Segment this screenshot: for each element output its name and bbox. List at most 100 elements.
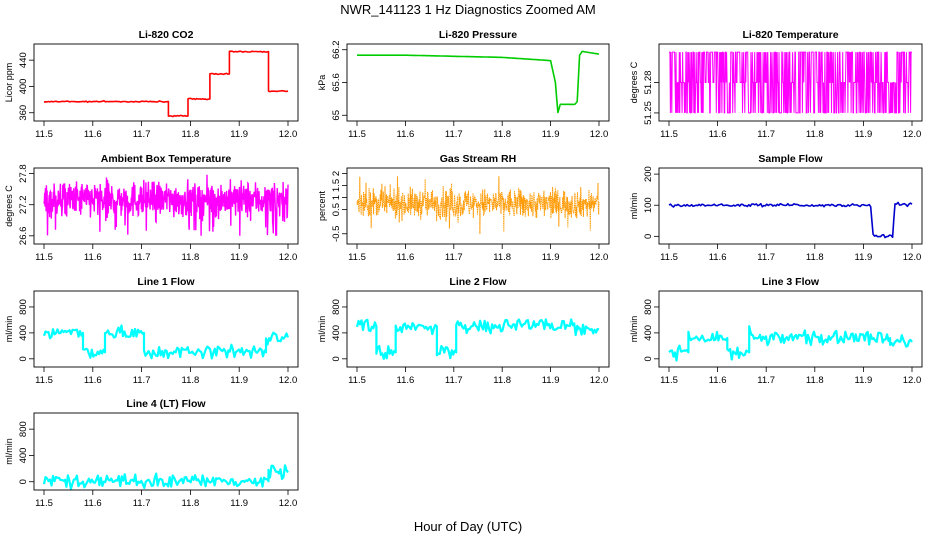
x-tick-label: 11.5 bbox=[35, 498, 53, 509]
plot-frame bbox=[658, 290, 923, 368]
x-tick-label: 11.9 bbox=[230, 129, 248, 140]
x-tick-label: 12.0 bbox=[903, 252, 922, 263]
y-tick-label: 1 bbox=[331, 195, 342, 200]
y-axis-label: ml/min bbox=[629, 193, 639, 220]
panel-line1: Line 1 Flow 11.5 11.6 11.7 11.8 11.9 12.0 0 400 8… bbox=[4, 276, 299, 386]
x-tick-label: 11.8 bbox=[493, 129, 511, 140]
y-tick-label: 800 bbox=[18, 421, 29, 437]
y-tick-label: 0 bbox=[18, 356, 29, 361]
x-tick-label: 11.7 bbox=[133, 498, 151, 509]
panel-ambient: Ambient Box Temperature 11.5 11.6 11.7 11.8 1… bbox=[4, 153, 299, 263]
y-tick-label: 27.2 bbox=[18, 195, 29, 214]
x-tick-label: 11.6 bbox=[397, 252, 415, 263]
x-tick-label: 11.9 bbox=[542, 129, 560, 140]
y-tick-label: 0 bbox=[331, 356, 342, 361]
panel-title: Li-820 CO2 bbox=[139, 29, 194, 41]
panel-title: Li-820 Temperature bbox=[742, 29, 838, 41]
y-tick-label: 360 bbox=[18, 105, 29, 121]
panel-title: Line 2 Flow bbox=[449, 276, 507, 288]
plot-frame bbox=[346, 167, 610, 245]
y-axis-label: degrees C bbox=[629, 61, 639, 103]
line4-series-line bbox=[42, 464, 289, 490]
pressure-series-line bbox=[357, 50, 600, 114]
x-tick-label: 11.9 bbox=[542, 375, 560, 386]
x-tick-label: 11.5 bbox=[660, 252, 678, 263]
x-tick-label: 11.6 bbox=[709, 129, 727, 140]
line2-series-line bbox=[355, 318, 600, 360]
y-tick-label: 400 bbox=[643, 325, 654, 341]
plot-frame bbox=[658, 167, 923, 245]
x-tick-label: 11.9 bbox=[542, 252, 560, 263]
x-tick-label: 11.7 bbox=[445, 252, 463, 263]
panel-data bbox=[42, 324, 290, 360]
x-tick-label: 11.9 bbox=[230, 375, 248, 386]
x-tick-label: 11.5 bbox=[348, 375, 366, 386]
panel-data bbox=[43, 50, 289, 118]
y-tick-label: 400 bbox=[18, 325, 29, 341]
x-tick-label: 11.5 bbox=[35, 375, 53, 386]
panel-title: Sample Flow bbox=[758, 153, 823, 165]
y-tick-label: 400 bbox=[18, 79, 29, 95]
y-tick-label: 2 bbox=[331, 171, 342, 176]
y-tick-label: 100 bbox=[643, 197, 654, 213]
x-tick-label: 11.9 bbox=[855, 252, 873, 263]
x-tick-label: 11.8 bbox=[182, 375, 200, 386]
x-tick-label: 11.7 bbox=[445, 129, 463, 140]
panel-line2: Line 2 Flow 11.5 11.6 11.7 11.8 11.9 12.0 0 400 8… bbox=[317, 276, 610, 386]
y-tick-label: 0 bbox=[18, 479, 29, 484]
panel-pressure: Li-820 Pressure 11.5 11.6 11.7 11.8 11.9 12.0 6… bbox=[317, 29, 610, 140]
x-tick-label: 11.8 bbox=[182, 129, 200, 140]
x-tick-label: 11.7 bbox=[757, 252, 775, 263]
x-tick-label: 11.6 bbox=[84, 252, 102, 263]
x-tick-label: 11.7 bbox=[757, 375, 775, 386]
x-tick-label: 11.9 bbox=[855, 129, 873, 140]
x-tick-label: 11.5 bbox=[35, 252, 53, 263]
panel-data bbox=[668, 325, 913, 362]
y-axis-label: kPa bbox=[317, 75, 327, 91]
temperature-series-line bbox=[669, 51, 912, 114]
panel-title: Line 3 Flow bbox=[762, 276, 820, 288]
x-tick-label: 11.6 bbox=[709, 375, 727, 386]
x-tick-label: 11.9 bbox=[230, 252, 248, 263]
x-tick-label: 12.0 bbox=[279, 498, 298, 509]
x-tick-label: 11.7 bbox=[445, 375, 463, 386]
panel-data bbox=[42, 464, 289, 490]
plot-frame bbox=[33, 412, 299, 491]
y-tick-label: 65.6 bbox=[331, 73, 342, 92]
y-tick-label: 26.6 bbox=[18, 227, 29, 246]
plot-frame bbox=[33, 290, 299, 368]
y-tick-label: 400 bbox=[331, 325, 342, 341]
panel-temperature: Li-820 Temperature 11.5 11.6 11.7 11.8 11.9 12… bbox=[629, 29, 923, 140]
x-tick-label: 11.5 bbox=[348, 252, 366, 263]
y-tick-label: -0.5 bbox=[331, 226, 342, 242]
line3-series-line bbox=[668, 325, 913, 362]
x-tick-label: 11.8 bbox=[806, 375, 824, 386]
x-tick-label: 11.5 bbox=[35, 129, 53, 140]
x-tick-label: 11.7 bbox=[133, 129, 151, 140]
x-tick-label: 11.6 bbox=[397, 375, 415, 386]
panel-title: Line 4 (LT) Flow bbox=[126, 398, 206, 410]
x-tick-label: 11.6 bbox=[84, 498, 102, 509]
x-tick-label: 11.7 bbox=[757, 129, 775, 140]
x-tick-label: 11.8 bbox=[493, 252, 511, 263]
sample-series-line bbox=[668, 201, 913, 239]
panel-title: Line 1 Flow bbox=[137, 276, 195, 288]
x-tick-label: 11.9 bbox=[230, 498, 248, 509]
figure-x-axis-label: Hour of Day (UTC) bbox=[414, 519, 522, 534]
panel-data bbox=[43, 174, 289, 236]
x-tick-label: 11.7 bbox=[133, 252, 151, 263]
y-tick-label: 0 bbox=[643, 356, 654, 361]
x-tick-label: 11.5 bbox=[660, 375, 678, 386]
x-tick-label: 11.6 bbox=[84, 129, 102, 140]
y-tick-label: 1.5 bbox=[331, 179, 342, 192]
ambient-series-line bbox=[43, 174, 289, 236]
panel-data bbox=[357, 50, 600, 114]
x-tick-label: 11.6 bbox=[397, 129, 415, 140]
y-axis-label: ml/min bbox=[4, 316, 14, 343]
x-tick-label: 11.8 bbox=[182, 252, 200, 263]
y-tick-label: 440 bbox=[18, 52, 29, 68]
x-tick-label: 12.0 bbox=[590, 252, 609, 263]
panel-line3: Line 3 Flow 11.5 11.6 11.7 11.8 11.9 12.0 0 400 8… bbox=[629, 276, 923, 386]
